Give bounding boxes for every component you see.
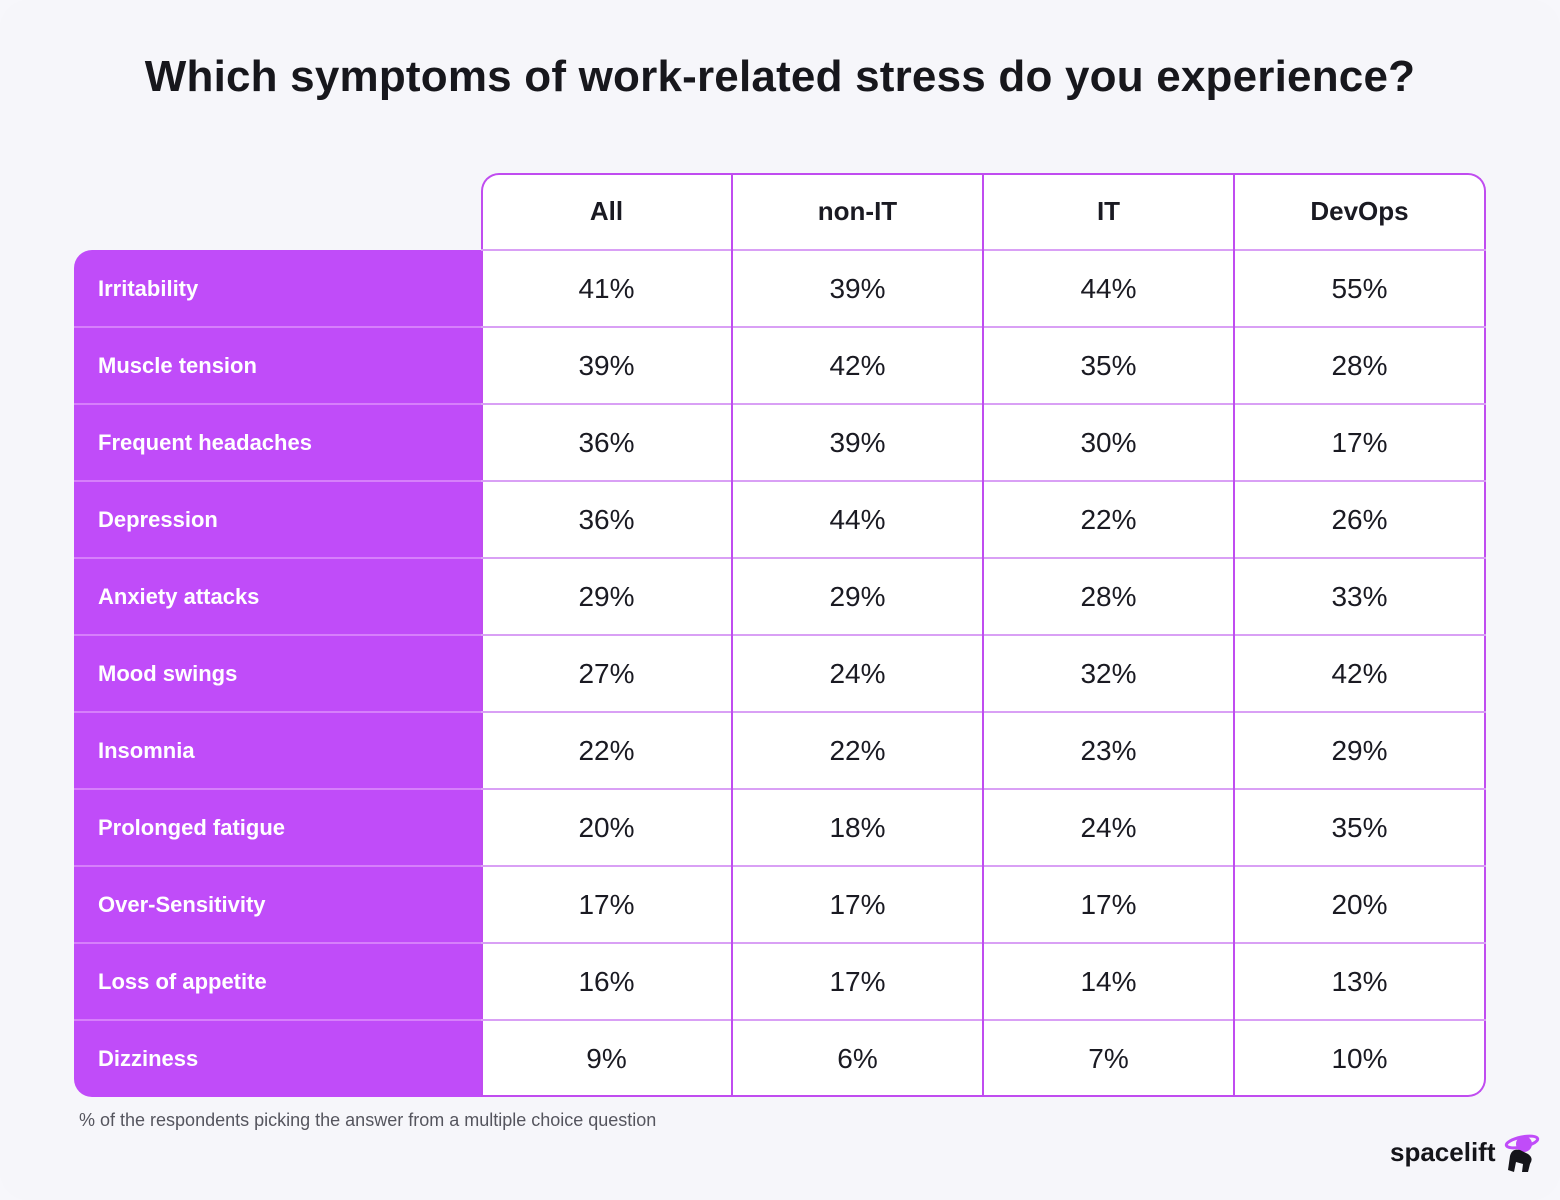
column-header-all: All [589,196,624,226]
table-cell: 7% [1088,1042,1129,1074]
table-cell: 33% [1331,580,1388,612]
row-label: Irritability [98,275,199,301]
table-cell: 6% [837,1042,878,1074]
table-cell: 42% [829,349,886,381]
table-cell: 41% [578,272,635,304]
table-cell: 42% [1331,657,1388,689]
table-cell: 32% [1080,657,1137,689]
footnote: % of the respondents picking the answer … [79,1110,657,1130]
table-cell: 44% [1080,272,1137,304]
brand-logo: spacelift [1390,1130,1544,1174]
column-divider [731,173,733,1097]
chart-title: Which symptoms of work-related stress do… [144,52,1416,101]
column-divider [1233,173,1235,1097]
row-label: Muscle tension [98,352,257,378]
table-cell: 39% [578,349,635,381]
table-cell: 27% [578,657,635,689]
table-cell: 55% [1331,272,1388,304]
table-cell: 22% [578,734,635,766]
table-cell: 23% [1080,734,1137,766]
table-cell: 39% [829,426,886,458]
table-cell: 26% [1331,503,1388,535]
table-cell: 17% [578,888,635,920]
table-cell: 18% [829,811,886,843]
table-cell: 29% [578,580,635,612]
row-divider [74,865,481,867]
table-cell: 28% [1331,349,1388,381]
row-divider [74,711,481,713]
row-label: Dizziness [98,1045,199,1071]
row-label-column [74,250,481,1097]
table-cell: 35% [1331,811,1388,843]
row-label: Anxiety attacks [98,583,260,609]
row-divider [74,788,481,790]
row-label: Insomnia [98,737,195,763]
row-divider [74,557,481,559]
table-cell: 29% [829,580,886,612]
row-divider [74,634,481,636]
row-label: Depression [98,506,218,532]
table-cell: 17% [1331,426,1388,458]
table-cell: 9% [586,1042,627,1074]
table-cell: 22% [1080,503,1137,535]
table-cell: 39% [829,272,886,304]
column-header-devops: DevOps [1310,196,1409,226]
table-cell: 14% [1080,965,1137,997]
table-cell: 16% [578,965,635,997]
table-cell: 20% [578,811,635,843]
column-divider [982,173,984,1097]
table-cell: 35% [1080,349,1137,381]
table-cell: 13% [1331,965,1388,997]
row-divider [74,1019,481,1021]
table-cell: 36% [578,426,635,458]
astronaut-planet-icon [1504,1134,1539,1172]
table-cell: 36% [578,503,635,535]
table-cell: 24% [1080,811,1137,843]
row-label: Frequent headaches [98,429,312,455]
table-cell: 17% [829,965,886,997]
column-header-non-it: non-IT [817,196,898,226]
row-divider [74,480,481,482]
table-cell: 28% [1080,580,1137,612]
row-label: Over-Sensitivity [98,891,266,917]
row-label: Mood swings [98,660,238,686]
brand-name: spacelift [1390,1136,1496,1167]
row-label: Loss of appetite [98,968,267,994]
table-cell: 24% [829,657,886,689]
row-divider [74,403,481,405]
table-cell: 17% [829,888,886,920]
table-cell: 30% [1080,426,1137,458]
table-cell: 22% [829,734,886,766]
table-cell: 29% [1331,734,1388,766]
row-divider [74,326,481,328]
table-cell: 44% [829,503,886,535]
column-header-it: IT [1096,196,1121,226]
table-cell: 10% [1331,1042,1388,1074]
table-cell: 17% [1080,888,1137,920]
row-divider [74,942,481,944]
row-label: Prolonged fatigue [98,814,285,840]
table-cell: 20% [1331,888,1388,920]
